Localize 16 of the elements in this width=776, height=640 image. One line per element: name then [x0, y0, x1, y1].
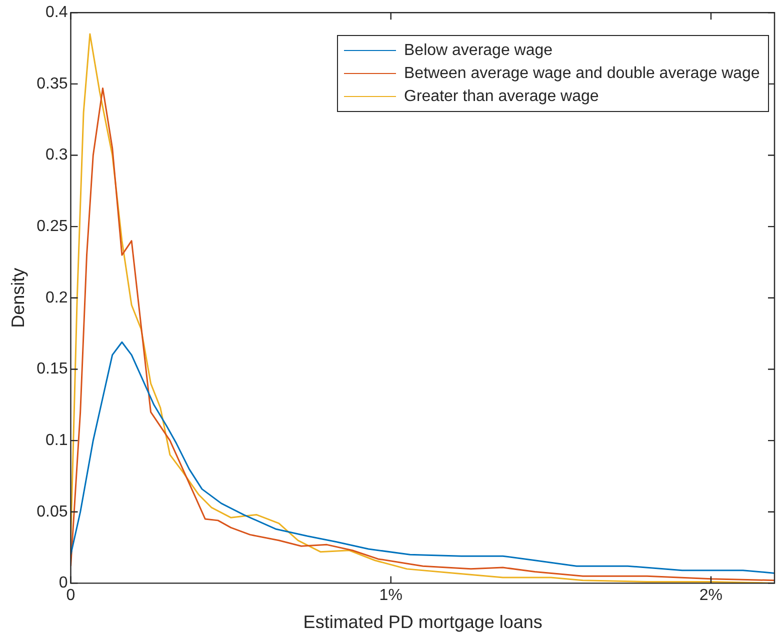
y-tick-label: 0.05 — [36, 503, 68, 520]
legend-label: Greater than average wage — [404, 86, 599, 107]
y-tick-label: 0.1 — [45, 432, 68, 449]
y-axis-title: Density — [8, 268, 28, 328]
x-tick-label: 2% — [699, 587, 723, 604]
y-tick-label: 0.25 — [36, 218, 68, 235]
x-axis-title: Estimated PD mortgage loans — [303, 612, 542, 632]
legend-label: Between average wage and double average wage — [404, 64, 760, 84]
y-tick-label: 0.35 — [36, 75, 68, 92]
legend-label: Below average wage — [404, 40, 553, 61]
x-tick-label: 1% — [379, 587, 402, 604]
y-tick-label: 0.4 — [45, 4, 68, 22]
y-tick-label: 0.15 — [36, 360, 68, 378]
y-tick-label: 0 — [58, 574, 68, 592]
y-tick-label: 0.3 — [45, 146, 68, 164]
y-tick-label: 0.2 — [45, 289, 68, 306]
